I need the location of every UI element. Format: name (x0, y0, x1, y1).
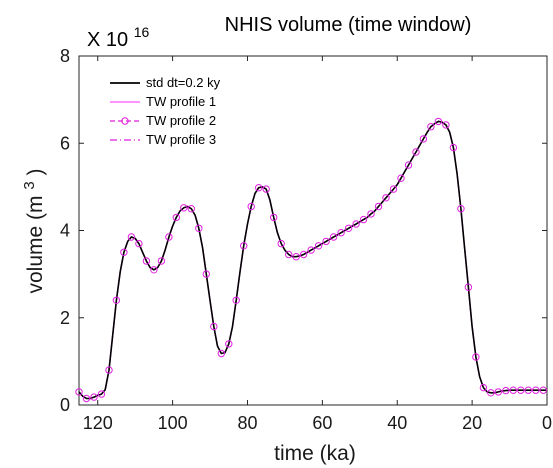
marker-tw-profile-2 (90, 393, 98, 401)
chart-title: NHIS volume (time window) (225, 14, 472, 36)
y-axis-label: volume (m 3 ) (16, 168, 47, 293)
marker-tw-profile-2 (374, 202, 383, 211)
marker-tw-profile-2 (127, 233, 136, 241)
marker-tw-profile-2 (382, 194, 390, 202)
marker-tw-profile-2 (532, 386, 540, 394)
x-tick-label: 100 (158, 413, 188, 433)
x-tick-label: 120 (83, 413, 113, 433)
marker-tw-profile-2 (337, 229, 345, 237)
marker-tw-profile-2 (352, 220, 360, 228)
legend-label: TW profile 1 (146, 94, 216, 109)
x-tick-label: 60 (312, 413, 332, 433)
marker-tw-profile-2 (165, 233, 173, 241)
marker-tw-profile-2 (389, 185, 398, 193)
y-tick-label: 8 (60, 46, 70, 66)
marker-tw-profile-2 (75, 388, 83, 396)
marker-tw-profile-2 (359, 215, 368, 224)
marker-tw-profile-2 (472, 353, 480, 361)
marker-tw-profile-2 (509, 386, 517, 394)
marker-tw-profile-2 (232, 296, 240, 304)
marker-tw-profile-2 (479, 383, 488, 392)
marker-tw-profile-2 (142, 257, 151, 265)
marker-tw-profile-2 (195, 224, 203, 233)
legend-label: std dt=0.2 ky (146, 75, 221, 90)
marker-tw-profile-2 (367, 210, 375, 218)
x-tick-label: 40 (387, 413, 407, 433)
marker-tw-profile-2 (225, 340, 233, 348)
marker-tw-profile-2 (299, 250, 308, 259)
marker-tw-profile-2 (397, 174, 405, 182)
marker-tw-profile-2 (524, 386, 532, 394)
marker-tw-profile-2 (135, 239, 143, 248)
marker-tw-profile-2 (404, 161, 413, 169)
x-axis-label: time (ka) (274, 442, 356, 465)
marker-tw-profile-2 (307, 246, 315, 254)
marker-tw-profile-2 (494, 388, 502, 396)
legend-marker (121, 117, 129, 125)
marker-tw-profile-2 (210, 322, 218, 331)
series-layer (75, 117, 547, 403)
marker-tw-profile-2 (255, 184, 263, 192)
ylabel-sup: 3 (21, 181, 38, 189)
marker-tw-profile-2 (120, 248, 128, 257)
marker-tw-profile-2 (262, 185, 270, 193)
ylabel-main: volume (m (24, 196, 47, 294)
marker-tw-profile-2 (314, 242, 323, 250)
marker-tw-profile-2 (157, 257, 166, 265)
axis-ticks: 120 100 80 60 40 20 0 0 2 4 6 8 (60, 46, 552, 433)
legend: std dt=0.2 ky TW profile 1 TW profile 2 TW … (110, 75, 221, 147)
ylabel-close: ) (24, 168, 47, 175)
x-tick-label: 80 (237, 413, 257, 433)
marker-tw-profile-2 (217, 349, 226, 358)
legend-label: TW profile 2 (146, 113, 216, 128)
y-exponent-label: X 10 16 (87, 24, 150, 51)
marker-tw-profile-2 (240, 242, 248, 250)
y-tick-label: 0 (60, 395, 70, 415)
marker-tw-profile-2 (187, 205, 196, 213)
marker-tw-profile-2 (105, 366, 113, 374)
marker-tw-profile-2 (112, 296, 121, 304)
marker-tw-profile-2 (457, 205, 465, 213)
marker-tw-profile-2 (202, 270, 211, 278)
marker-tw-profile-2 (329, 233, 338, 241)
marker-tw-profile-2 (180, 204, 188, 212)
marker-tw-profile-2 (427, 123, 435, 131)
marker-tw-profile-2 (449, 143, 458, 152)
marker-tw-profile-2 (247, 202, 255, 211)
marker-tw-profile-2 (285, 250, 293, 259)
y-tick-label: 4 (60, 221, 70, 241)
marker-tw-profile-2 (322, 237, 330, 246)
marker-tw-profile-2 (344, 224, 353, 233)
exponent-base: X 10 (87, 29, 128, 51)
marker-tw-profile-2 (434, 117, 443, 126)
marker-tw-profile-2 (172, 213, 181, 222)
svg-text:volume (m 3 ): volume (m 3 ) (16, 168, 47, 293)
marker-tw-profile-2 (539, 386, 547, 394)
marker-tw-profile-2 (442, 121, 450, 129)
marker-tw-profile-2 (419, 135, 428, 143)
marker-tw-profile-2 (487, 389, 495, 397)
x-tick-label: 20 (462, 413, 482, 433)
marker-tw-profile-2 (502, 386, 510, 395)
legend-label: TW profile 3 (146, 132, 216, 147)
marker-tw-profile-2 (412, 148, 420, 156)
x-tick-label: 0 (542, 413, 552, 433)
y-tick-label: 6 (60, 133, 70, 153)
marker-tw-profile-2 (150, 266, 158, 274)
marker-tw-profile-2 (517, 386, 525, 394)
marker-tw-profile-2 (277, 239, 285, 248)
marker-tw-profile-2 (292, 253, 300, 261)
marker-tw-profile-2 (270, 213, 278, 222)
plot-area (78, 55, 548, 406)
exponent-power: 16 (134, 24, 150, 40)
marker-tw-profile-2 (464, 283, 473, 291)
marker-tw-profile-2 (82, 394, 91, 403)
y-tick-label: 2 (60, 308, 70, 328)
marker-tw-profile-2 (97, 390, 106, 398)
